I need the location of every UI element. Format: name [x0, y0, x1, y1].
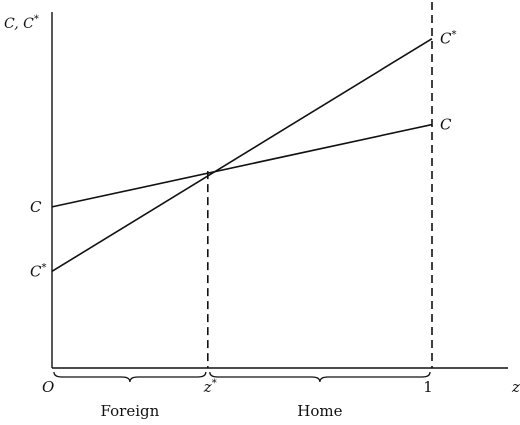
- labels: C C C* C* C, C* z O z* 1: [4, 14, 520, 396]
- region-brace-foreign: [53, 371, 207, 383]
- x-tick-label-one: 1: [423, 378, 433, 396]
- guides: [207, 2, 433, 368]
- region-brace-home: [209, 371, 431, 383]
- y-axis-label: C, C*: [4, 14, 39, 32]
- region-label-home: Home: [297, 402, 342, 420]
- x-tick-label-z-star: z*: [203, 378, 217, 396]
- series-start-label-c: C: [30, 198, 42, 216]
- region-label-foreign: Foreign: [101, 402, 160, 420]
- series-line-c-star: [51, 37, 433, 273]
- x-tick-label-origin: O: [42, 378, 54, 396]
- series-start-label-c-star: C*: [30, 262, 46, 280]
- series-lines: [51, 37, 433, 273]
- series-line-c: [51, 123, 433, 208]
- series-end-label-c: C: [440, 116, 452, 134]
- x-axis-label: z: [511, 378, 520, 396]
- series-end-label-c-star: C*: [440, 30, 456, 48]
- axes: [51, 12, 508, 369]
- region-braces: Foreign Home: [53, 371, 431, 420]
